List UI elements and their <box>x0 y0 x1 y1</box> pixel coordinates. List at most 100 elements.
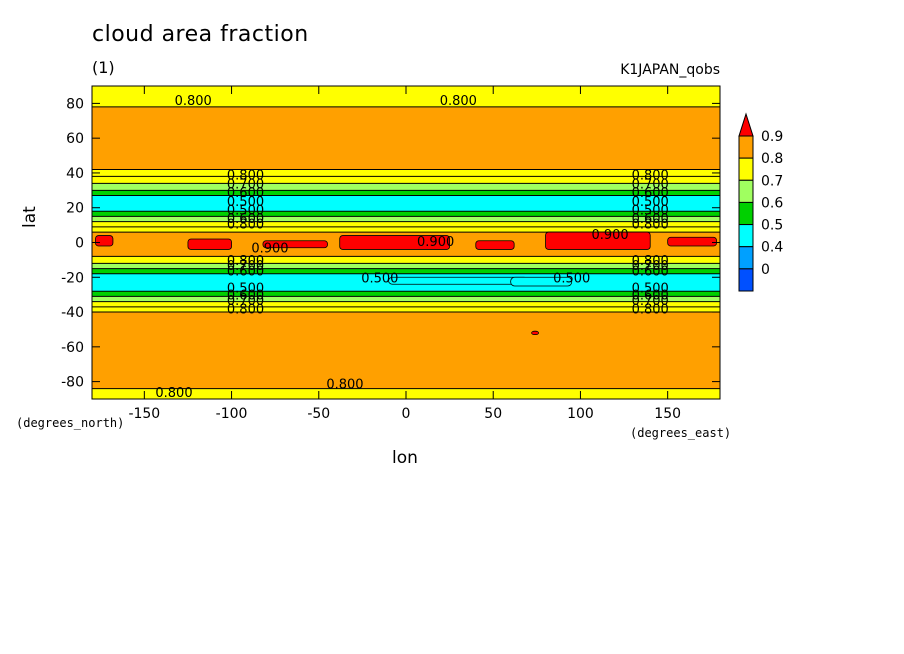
legend-label: 0.8 <box>761 151 783 167</box>
zonal-band <box>92 312 720 389</box>
zonal-band <box>92 86 720 107</box>
legend-swatch <box>738 246 754 270</box>
contour-label: 0.800 <box>632 217 669 232</box>
contour-label: 0.800 <box>440 94 477 109</box>
contour-label: 0.800 <box>227 303 264 318</box>
chart-subtitle: (1) <box>92 58 115 77</box>
low-patch <box>510 276 573 287</box>
contour-label: 0.800 <box>227 217 264 232</box>
contour-label: 0.500 <box>632 195 669 210</box>
contour-label: 0.800 <box>155 386 192 401</box>
contour-label: 0.800 <box>326 377 363 392</box>
contour-label: 0.600 <box>227 289 264 304</box>
contour-label: 0.500 <box>227 195 264 210</box>
high-patch <box>475 240 515 250</box>
legend-swatch <box>738 112 754 137</box>
legend-label: 0.5 <box>761 218 783 234</box>
legend-label: 0 <box>761 262 770 278</box>
zonal-band <box>92 301 720 307</box>
x-tick-label: -150 <box>128 406 160 422</box>
legend-swatch <box>738 201 754 226</box>
y-tick-label: -60 <box>61 340 84 356</box>
zonal-band <box>92 268 720 274</box>
contour-label: 0.500 <box>227 203 264 218</box>
low-patch <box>388 276 529 285</box>
x-axis-units: (degrees_east) <box>630 426 732 440</box>
legend-swatch <box>738 224 754 248</box>
contour-label: 0.600 <box>227 264 264 279</box>
source-label: K1JAPAN_qobs <box>620 62 720 78</box>
contour-label: 0.600 <box>227 212 264 227</box>
y-tick-label: 20 <box>66 201 84 217</box>
zonal-band <box>92 183 720 191</box>
contour-label: 0.800 <box>632 303 669 318</box>
contour-label: 0.700 <box>632 259 669 274</box>
contour-label: 0.500 <box>632 282 669 297</box>
zonal-band <box>92 190 720 196</box>
contour-label: 0.800 <box>632 254 669 269</box>
legend-swatch <box>738 135 754 159</box>
y-axis-units: (degrees_north) <box>16 416 125 430</box>
contour-label: 0.600 <box>632 212 669 227</box>
contour-label: 0.700 <box>227 177 264 192</box>
contour-label: 0.500 <box>553 271 590 286</box>
legend-label: 0.9 <box>761 129 783 145</box>
zonal-band <box>92 226 720 233</box>
legend-label: 0.4 <box>761 240 783 256</box>
zonal-band <box>92 211 720 217</box>
zonal-band <box>92 106 720 170</box>
contour-label: 0.600 <box>632 186 669 201</box>
x-tick-label: 0 <box>402 406 411 422</box>
legend-label: 0.6 <box>761 195 783 211</box>
contour-label: 0.800 <box>227 169 264 184</box>
contour-label: 0.600 <box>632 264 669 279</box>
y-tick-label: -20 <box>61 270 84 286</box>
x-tick-label: -100 <box>216 406 248 422</box>
contour-label: 0.800 <box>227 254 264 269</box>
high-patch <box>339 235 451 250</box>
y-tick-label: 80 <box>66 96 84 112</box>
contour-label: 0.800 <box>632 169 669 184</box>
legend-label: 0.7 <box>761 173 783 189</box>
chart-title: cloud area fraction <box>92 22 309 47</box>
y-tick-label: 40 <box>66 166 84 182</box>
zonal-band <box>92 169 720 177</box>
x-tick-label: -50 <box>307 406 330 422</box>
high-patch <box>531 330 539 336</box>
contour-label: 0.900 <box>251 242 288 257</box>
zonal-band <box>92 216 720 222</box>
high-patch <box>667 236 717 247</box>
y-tick-label: -40 <box>61 305 84 321</box>
x-tick-label: 150 <box>654 406 681 422</box>
high-patch <box>187 238 232 250</box>
contour-label: 0.500 <box>632 203 669 218</box>
y-tick-label: 0 <box>75 236 84 252</box>
color-legend: 0.9 0.8 0.7 0.6 0.5 0.4 0 <box>738 112 783 292</box>
contour-label: 0.500 <box>361 271 398 286</box>
zonal-band <box>92 296 720 302</box>
contour-label: 0.900 <box>591 228 628 243</box>
zonal-band <box>92 306 720 313</box>
legend-swatch <box>738 157 754 181</box>
contour-label: 0.800 <box>175 94 212 109</box>
axes: -150 -100 -50 0 50 100 150 -80 -60 -40 -20 0 20 40 60 8… <box>61 85 721 422</box>
contour-label: 0.600 <box>227 186 264 201</box>
zonal-band <box>92 195 720 212</box>
high-patch <box>95 235 114 247</box>
high-patch <box>262 240 328 249</box>
x-tick-label: 50 <box>484 406 502 422</box>
contour-label: 0.700 <box>227 294 264 309</box>
x-tick-label: 100 <box>567 406 594 422</box>
x-axis-label: lon <box>392 448 418 468</box>
contour-label: 0.900 <box>417 235 454 250</box>
legend-swatch <box>738 268 754 292</box>
contour-label: 0.500 <box>227 282 264 297</box>
contour-label: 0.700 <box>632 177 669 192</box>
zonal-band <box>92 256 720 264</box>
zonal-band <box>92 176 720 184</box>
y-tick-label: -80 <box>61 375 84 391</box>
zonal-band <box>92 291 720 297</box>
